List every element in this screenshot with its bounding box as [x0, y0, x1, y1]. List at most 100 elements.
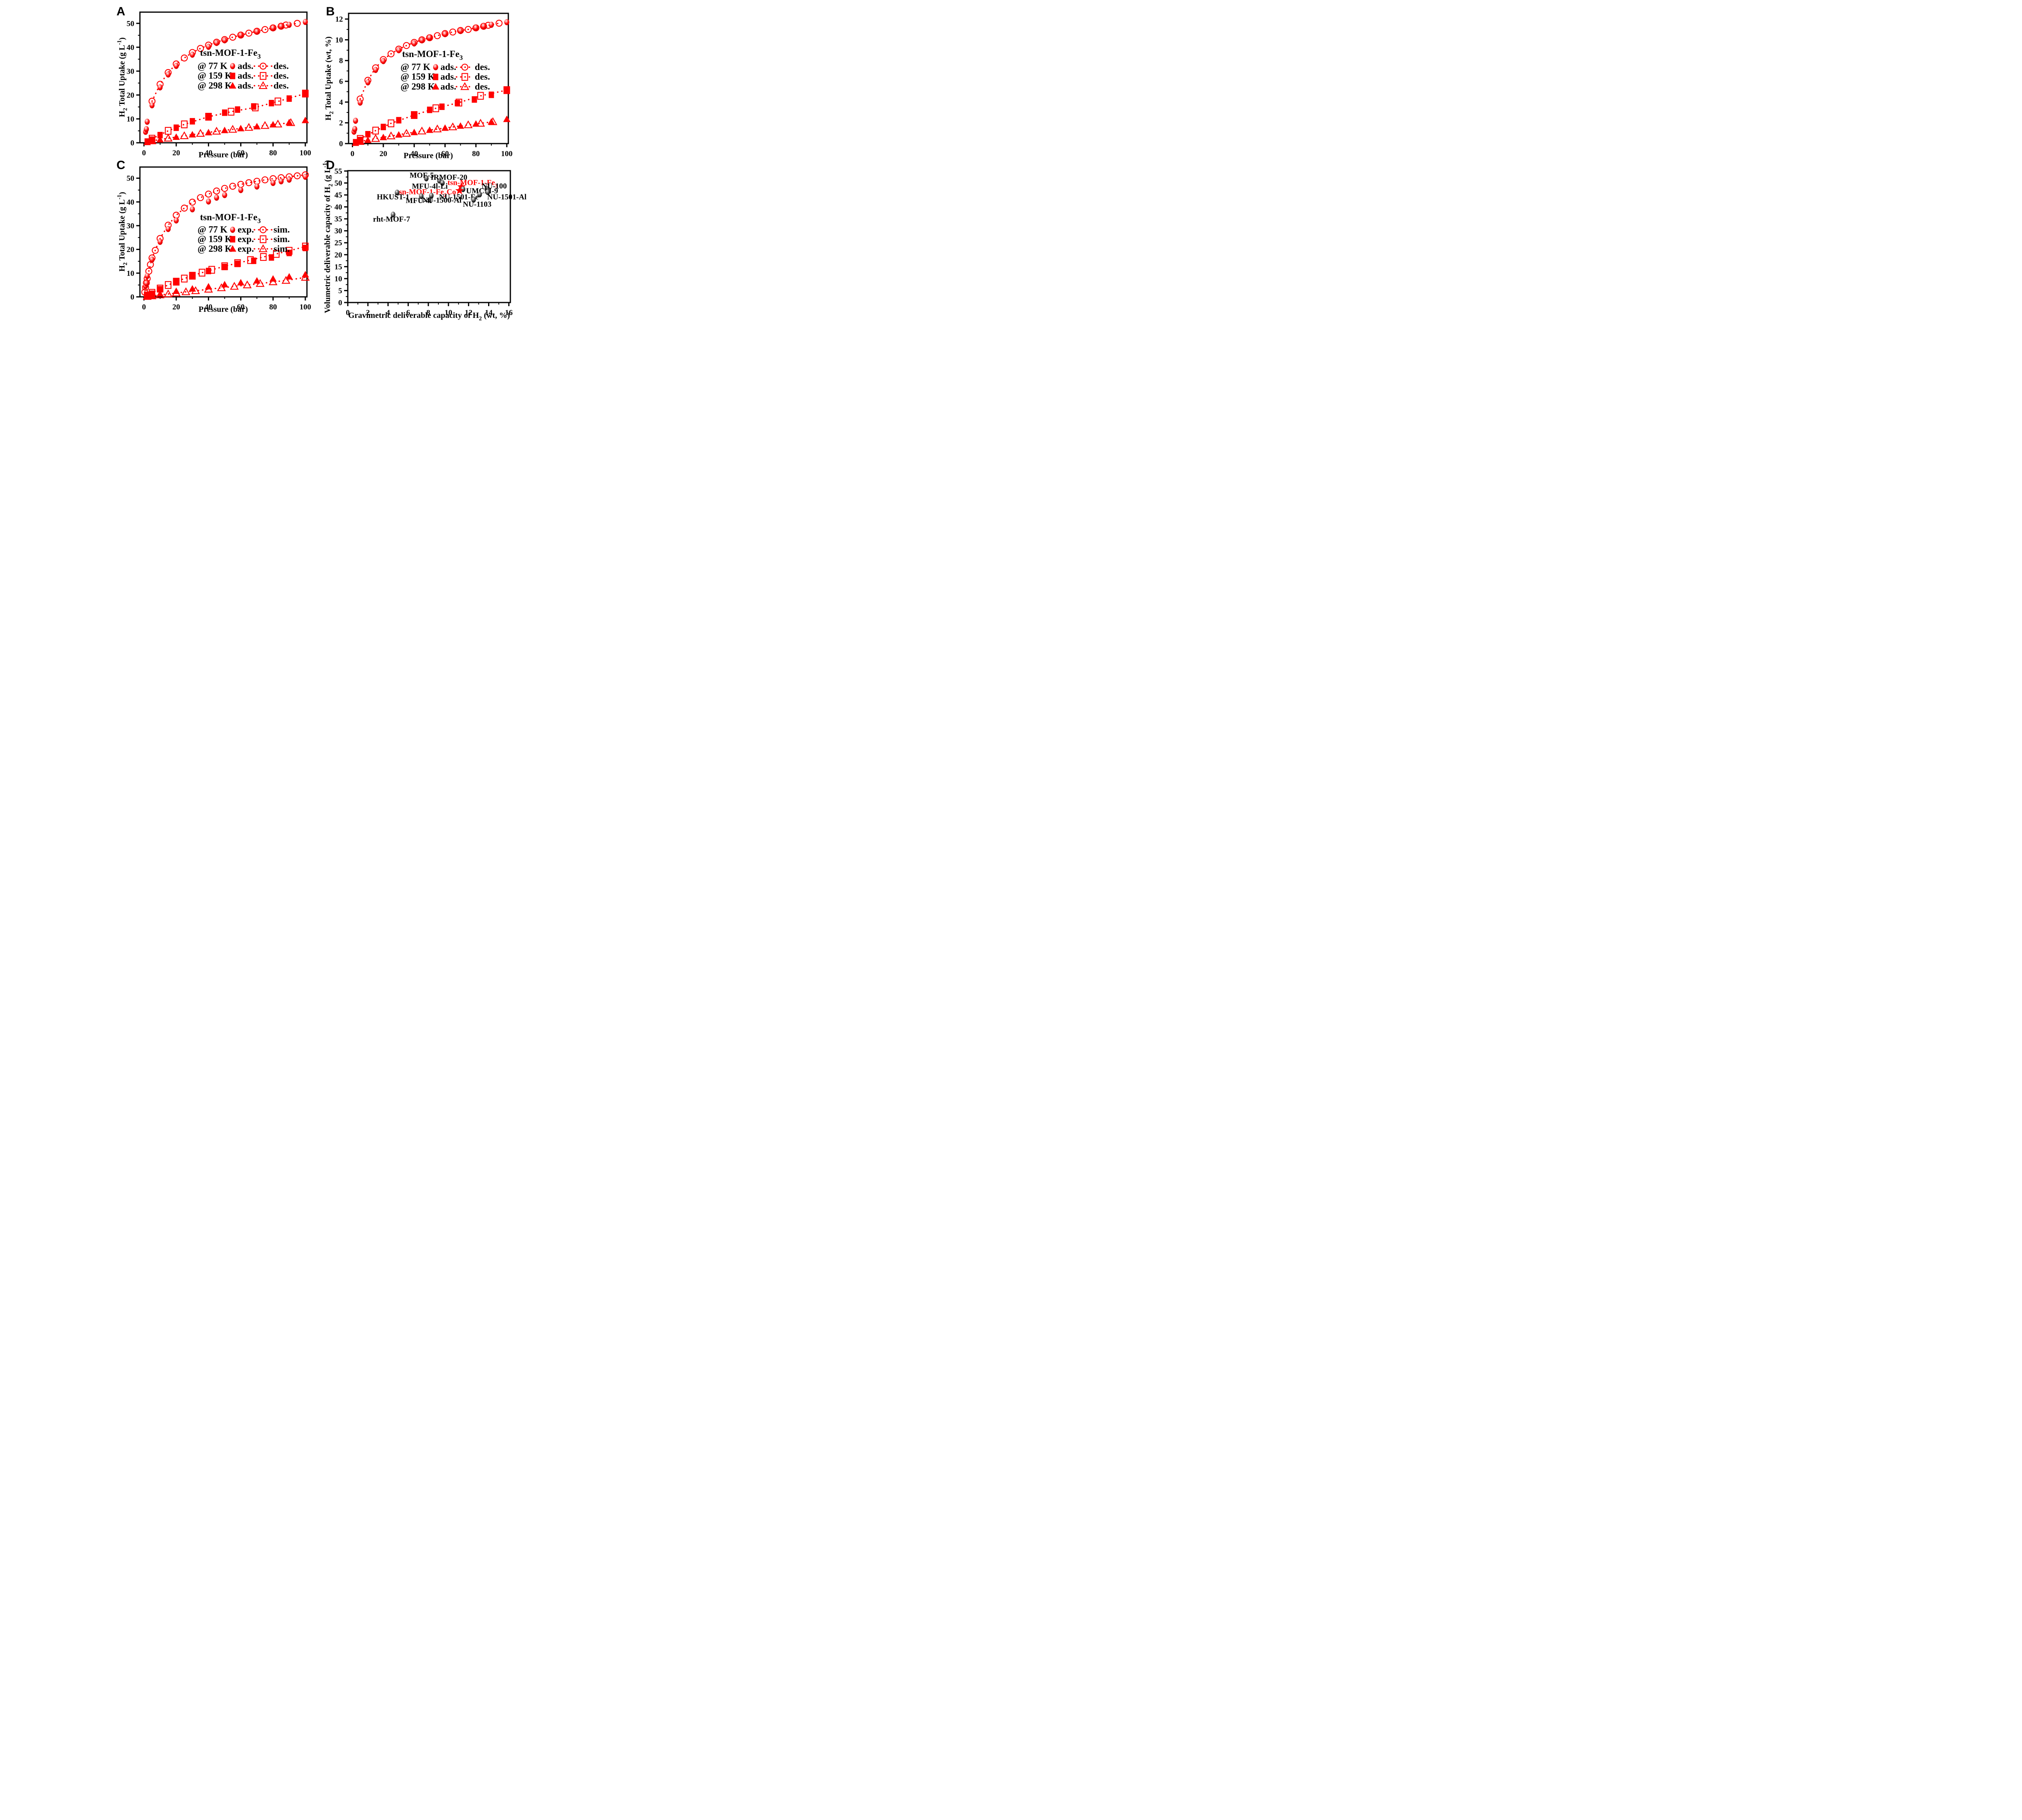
- svg-text:5: 5: [338, 287, 343, 295]
- series-a-298K-ads: [143, 116, 309, 145]
- x-axis-label-b: Pressure (bar): [404, 151, 453, 160]
- svg-text:30: 30: [127, 222, 134, 230]
- svg-text:15: 15: [334, 263, 342, 271]
- svg-text:@ 77 K: @ 77 K: [197, 61, 227, 72]
- svg-text:NU-1103: NU-1103: [463, 200, 491, 209]
- axis-labels-b: Pressure (bar) H2 Total Uptake (wt, %): [324, 36, 453, 160]
- svg-text:sim.: sim.: [273, 224, 290, 235]
- series-a-77K-ads: [143, 19, 308, 135]
- panel-letter-b: B: [326, 5, 335, 18]
- series-b-298K-ads: [352, 115, 511, 146]
- svg-text:0: 0: [131, 293, 135, 302]
- svg-text:100: 100: [300, 149, 311, 157]
- svg-text:20: 20: [379, 150, 387, 158]
- svg-text:NU-100: NU-100: [482, 182, 507, 190]
- svg-text:HKUST-1: HKUST-1: [377, 193, 410, 201]
- svg-text:10: 10: [444, 309, 452, 317]
- annotation-nu-1501-fe: NU-1501-Fe: [439, 191, 482, 201]
- svg-text:2: 2: [339, 119, 343, 127]
- svg-text:MFU-4l: MFU-4l: [406, 197, 431, 205]
- svg-text:des.: des.: [475, 72, 490, 82]
- y-axis-label-b: H2 Total Uptake (wt, %): [324, 36, 335, 121]
- panel-c-chart: 0 20 40 60 80 100 0 10 20 30 40 50 Pressure (bar) H2 …: [116, 166, 311, 314]
- svg-text:12: 12: [335, 15, 343, 24]
- legend-a: tsn-MOF-1-Fe3@ 77 K ads. des. @ 159 K ads. de…: [197, 48, 289, 91]
- svg-text:0: 0: [142, 303, 146, 311]
- svg-text:4: 4: [386, 309, 390, 317]
- svg-text:40: 40: [127, 43, 134, 52]
- svg-text:exp.: exp.: [238, 243, 254, 254]
- svg-text:ads.: ads.: [440, 81, 456, 91]
- svg-text:60: 60: [441, 150, 449, 158]
- svg-text:40: 40: [205, 303, 212, 311]
- axis-labels-c: Pressure (bar) H2 Total Uptake (g L-1): [116, 192, 248, 314]
- svg-text:100: 100: [501, 150, 513, 158]
- series-c-298K-exp: [143, 271, 309, 299]
- y-axis-label-d: Volumetric deliverable capacity of H2 (g…: [322, 160, 334, 313]
- svg-text:10: 10: [334, 275, 342, 283]
- svg-text:0: 0: [339, 140, 343, 148]
- annotation-rht-mof-7: rht-MOF-7: [373, 212, 410, 224]
- svg-text:30: 30: [127, 67, 134, 76]
- svg-text:ads.: ads.: [238, 71, 254, 81]
- y-axis-label-a: H2 Total Uptake (g L-1): [116, 37, 129, 117]
- legend-c: tsn-MOF-1-Fe3@ 77 K exp. sim. @ 159 K exp. si…: [197, 212, 290, 254]
- svg-text:35: 35: [334, 215, 342, 224]
- svg-text:NU-1501-Fe: NU-1501-Fe: [439, 193, 478, 201]
- axis-ticks-c: 0 20 40 60 80 100 0 10 20 30 40 50: [127, 174, 311, 311]
- legend-title: tsn-MOF-1-Fe3: [402, 49, 463, 61]
- svg-text:@ 159 K: @ 159 K: [197, 71, 232, 81]
- panel-b-chart: 0 20 40 60 80 100 0 2 4 6 8 10 12 Pressure (bar) H2 To…: [324, 13, 512, 160]
- svg-text:25: 25: [334, 239, 342, 248]
- annotation-mfu-4l-li: MFU-4l-Li: [412, 180, 448, 191]
- x-axis-label-c: Pressure (bar): [199, 305, 248, 314]
- annotation-nu-1500-al: NU-1500-Al: [422, 193, 461, 205]
- svg-text:4: 4: [339, 98, 343, 107]
- axis-ticks-b: 0 20 40 60 80 100 0 2 4 6 8 10 12: [335, 15, 512, 158]
- svg-text:@ 77 K: @ 77 K: [197, 224, 227, 235]
- svg-text:55: 55: [334, 167, 342, 176]
- annotation-mof-5: MOF-5: [410, 171, 434, 182]
- svg-text:10: 10: [127, 269, 134, 278]
- svg-text:20: 20: [172, 149, 180, 157]
- plot-frame-c: [139, 166, 308, 298]
- figure-canvas: A B C D 0 20 40 60 80 100 0 10 20 30 40 50 Pressure …: [0, 0, 647, 364]
- panel-letter-a: A: [116, 5, 125, 18]
- svg-text:IRMOF-20: IRMOF-20: [431, 174, 467, 182]
- svg-text:@ 159 K: @ 159 K: [197, 234, 232, 245]
- series-b-159K-des: [357, 86, 510, 143]
- svg-text:ads.: ads.: [440, 62, 456, 72]
- svg-text:40: 40: [410, 150, 418, 158]
- svg-text:0: 0: [351, 150, 355, 158]
- svg-text:6: 6: [406, 309, 410, 317]
- svg-text:ads.: ads.: [238, 61, 254, 71]
- svg-text:80: 80: [472, 150, 480, 158]
- legend-b: tsn-MOF-1-Fe3@ 77 K ads. des. @ 159 K ads. de…: [400, 49, 490, 92]
- svg-text:20: 20: [334, 251, 342, 259]
- svg-text:0: 0: [338, 299, 343, 307]
- series-b-77K-ads: [351, 19, 510, 135]
- svg-text:40: 40: [127, 198, 134, 207]
- svg-text:MFU-4l-Li: MFU-4l-Li: [412, 182, 448, 191]
- svg-text:8: 8: [339, 57, 343, 65]
- svg-text:45: 45: [334, 191, 342, 199]
- series-c-77K-exp: [143, 174, 308, 289]
- axis-labels-a: Pressure (bar) H2 Total Uptake (g L-1): [116, 37, 248, 159]
- svg-text:NU-1501-Al: NU-1501-Al: [487, 193, 527, 201]
- svg-text:10: 10: [127, 115, 134, 123]
- svg-text:30: 30: [334, 227, 342, 235]
- legend-title: tsn-MOF-1-Fe3: [200, 212, 261, 225]
- svg-text:des.: des.: [475, 62, 490, 72]
- svg-text:0: 0: [131, 139, 135, 148]
- svg-text:2: 2: [366, 309, 370, 317]
- plot-frame-a: [139, 11, 308, 144]
- svg-text:12: 12: [465, 309, 472, 317]
- svg-text:50: 50: [127, 174, 134, 183]
- svg-text:exp.: exp.: [238, 234, 254, 244]
- annotation-tsn-mof-1-fe3: tsn-MOF-1-Fe3: [448, 179, 498, 190]
- svg-text:40: 40: [205, 149, 212, 157]
- series-c-159K-exp: [144, 245, 308, 299]
- plot-frame-b: [348, 13, 509, 144]
- axis-labels-d: Gravimetric deliverable capacity of H2 (…: [322, 160, 510, 322]
